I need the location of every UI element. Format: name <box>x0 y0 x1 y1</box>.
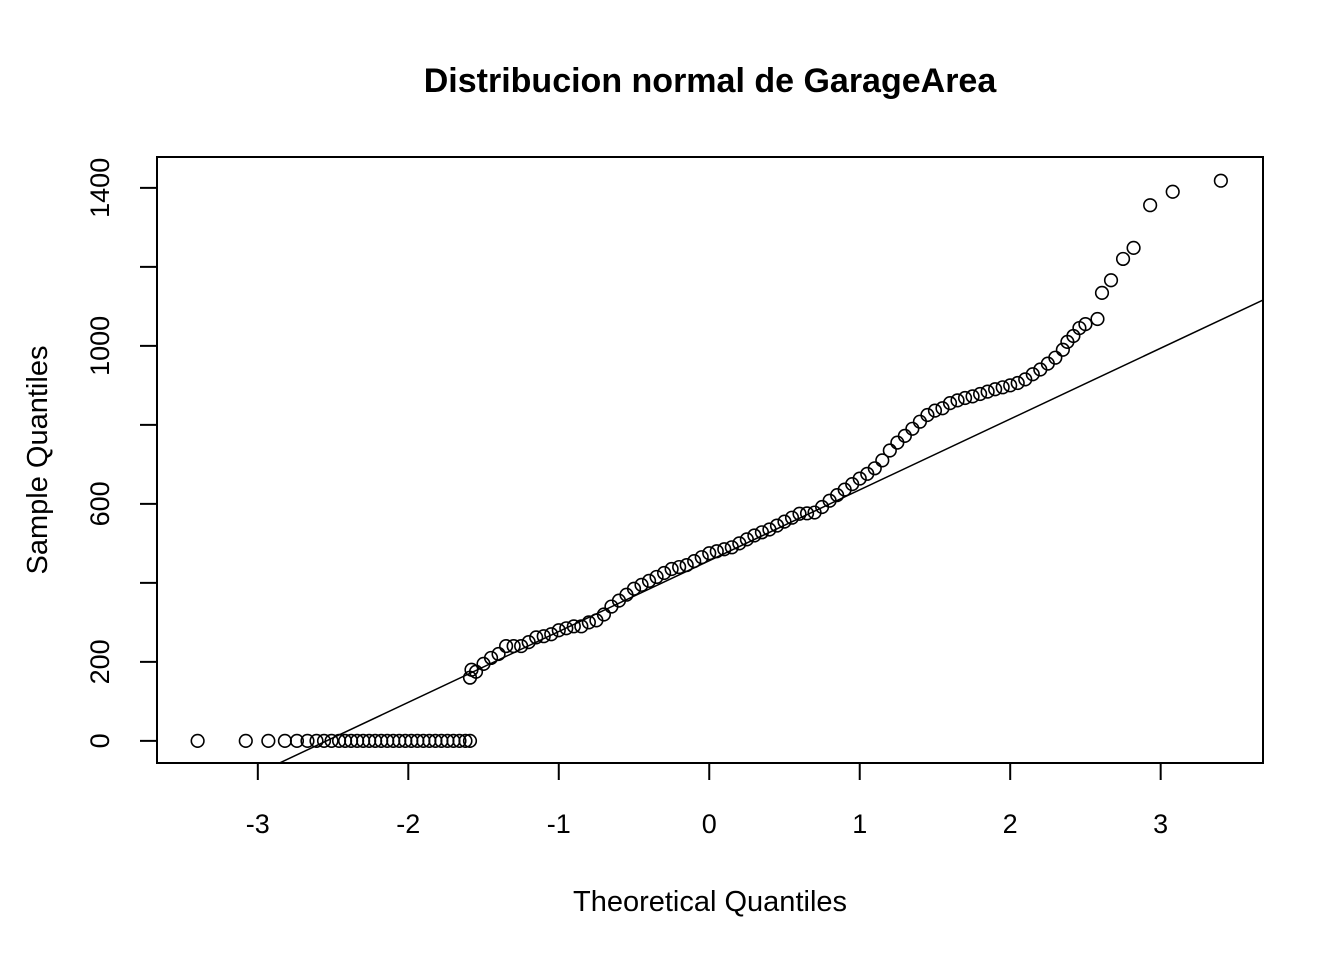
point <box>1115 251 1131 267</box>
point <box>950 393 965 408</box>
point <box>905 421 920 436</box>
point <box>462 733 478 748</box>
point <box>1165 184 1180 199</box>
point <box>1055 342 1070 357</box>
point <box>626 581 642 596</box>
point <box>1048 350 1063 365</box>
x-axis-label: Theoretical Quantiles <box>573 886 847 918</box>
point <box>784 510 800 525</box>
point <box>1010 375 1025 391</box>
point <box>799 506 815 521</box>
point <box>1003 378 1018 393</box>
point <box>995 380 1010 395</box>
point <box>965 389 980 404</box>
point <box>1126 240 1141 255</box>
point <box>574 619 589 634</box>
y-axis-label: Sample Quantiles <box>22 346 54 575</box>
point <box>596 607 612 622</box>
y-tick-label: 200 <box>85 639 115 684</box>
point <box>942 396 958 411</box>
point <box>551 623 566 638</box>
point <box>581 615 596 630</box>
point <box>980 384 995 399</box>
point <box>717 542 732 557</box>
point <box>468 664 484 679</box>
point <box>747 528 762 543</box>
y-tick-label: 600 <box>85 481 115 526</box>
x-tick-label: 3 <box>1153 809 1168 839</box>
y-tick-label: 0 <box>85 733 115 748</box>
reference-line <box>277 299 1263 763</box>
point <box>529 630 544 645</box>
plot-frame <box>156 156 1264 764</box>
point <box>702 546 717 561</box>
point <box>769 518 785 533</box>
plot-area <box>190 173 1263 763</box>
point <box>973 386 988 402</box>
x-tick-label: -2 <box>396 809 420 839</box>
point <box>452 733 467 748</box>
x-tick-label: -3 <box>246 809 270 839</box>
point <box>1213 173 1228 188</box>
point <box>988 382 1003 397</box>
point <box>514 638 529 654</box>
point <box>672 559 687 575</box>
point <box>882 443 897 458</box>
point <box>875 453 890 468</box>
y-tick-label: 1000 <box>85 316 115 376</box>
point <box>1103 273 1119 288</box>
point <box>261 733 276 748</box>
point <box>1143 198 1158 213</box>
point <box>732 536 747 551</box>
point <box>657 565 672 581</box>
point <box>957 390 973 406</box>
point <box>912 414 928 429</box>
point <box>1094 285 1110 300</box>
point <box>190 733 205 748</box>
point <box>664 561 679 577</box>
point <box>289 733 305 748</box>
point <box>300 733 315 748</box>
chart-title: Distribucion normal de GarageArea <box>424 62 998 100</box>
point <box>792 506 807 521</box>
point <box>935 401 950 416</box>
point <box>566 619 581 634</box>
point <box>559 621 574 636</box>
point <box>458 733 473 748</box>
point <box>852 471 867 486</box>
point <box>316 733 332 748</box>
point <box>920 407 935 423</box>
point <box>897 428 912 444</box>
point <box>277 733 293 748</box>
point <box>1078 317 1093 332</box>
point <box>238 733 253 748</box>
point <box>499 638 514 654</box>
x-tick-label: 2 <box>1003 809 1018 839</box>
point <box>1025 367 1040 382</box>
point <box>1090 311 1105 327</box>
point <box>309 733 324 748</box>
point <box>1018 372 1033 387</box>
x-tick-label: 1 <box>852 809 867 839</box>
point <box>890 435 905 450</box>
point <box>867 461 882 476</box>
x-tick-label: 0 <box>702 809 717 839</box>
point <box>544 627 559 642</box>
point <box>641 573 657 588</box>
y-tick-label: 1400 <box>85 158 115 218</box>
x-tick-label: -1 <box>547 809 571 839</box>
point <box>927 403 943 418</box>
point <box>634 577 649 592</box>
point <box>649 569 664 585</box>
